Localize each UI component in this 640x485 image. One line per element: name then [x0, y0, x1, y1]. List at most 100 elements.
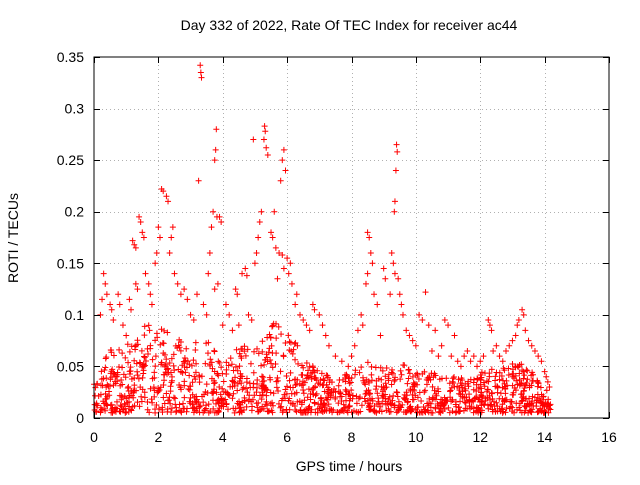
data-point-dense: [411, 380, 418, 387]
data-point: [219, 322, 226, 329]
data-point-dense: [300, 381, 307, 388]
data-point: [171, 270, 178, 277]
data-point: [245, 311, 252, 318]
data-point: [279, 157, 286, 164]
data-point: [282, 167, 289, 174]
data-point-dense: [246, 396, 253, 403]
data-point-dense: [470, 409, 477, 416]
data-point: [390, 260, 397, 267]
data-point-dense: [265, 349, 272, 356]
data-point-dense: [388, 369, 395, 376]
data-point-dense: [234, 380, 241, 387]
data-point-dense: [320, 375, 327, 382]
data-point: [253, 249, 260, 256]
data-point: [208, 224, 215, 231]
data-point-dense: [223, 359, 230, 366]
data-point-dense: [315, 401, 322, 408]
data-point-dense: [538, 391, 545, 398]
data-point-dense: [286, 377, 293, 384]
data-point-dense: [429, 383, 436, 390]
data-point-dense: [192, 376, 199, 383]
y-axis-label: ROTI / TECUs: [5, 193, 21, 283]
data-point-dense: [324, 396, 331, 403]
data-point-dense: [192, 339, 199, 346]
data-point-dense: [379, 392, 386, 399]
data-point-dense: [163, 390, 170, 397]
data-point: [139, 229, 146, 236]
data-point-dense: [273, 335, 280, 342]
data-point-dense: [183, 345, 190, 352]
data-point-dense: [499, 384, 506, 391]
data-point: [148, 301, 155, 308]
data-point: [153, 249, 160, 256]
data-point-dense: [283, 406, 290, 413]
data-point-dense: [148, 396, 155, 403]
data-point-dense: [118, 403, 125, 410]
data-point-dense: [387, 400, 394, 407]
data-point-dense: [254, 345, 261, 352]
data-point-dense: [126, 348, 133, 355]
data-point-dense: [361, 395, 368, 402]
data-point: [103, 291, 110, 298]
data-point-dense: [300, 386, 307, 393]
data-point-dense: [489, 390, 496, 397]
data-point-dense: [337, 389, 344, 396]
data-point-dense: [138, 398, 145, 405]
data-point-dense: [378, 383, 385, 390]
data-point-dense: [407, 387, 414, 394]
data-point-dense: [199, 393, 206, 400]
data-point: [177, 291, 184, 298]
data-point-dense: [161, 351, 168, 358]
data-point-dense: [105, 382, 112, 389]
data-point: [261, 123, 268, 130]
data-point-dense: [297, 406, 304, 413]
data-point-dense: [324, 372, 331, 379]
data-point-dense: [322, 403, 329, 410]
data-point: [137, 219, 144, 226]
data-point-dense: [449, 408, 456, 415]
data-point-dense: [251, 348, 258, 355]
data-point: [272, 244, 279, 251]
data-point: [226, 311, 233, 318]
data-point-dense: [367, 390, 374, 397]
data-point-dense: [412, 392, 419, 399]
data-point: [416, 311, 423, 318]
data-point-dense: [371, 403, 378, 410]
data-point-dense: [167, 388, 174, 395]
data-point-dense: [125, 359, 132, 366]
data-point-dense: [131, 382, 138, 389]
data-point-dense: [98, 376, 105, 383]
x-tick-label: 6: [283, 429, 291, 445]
data-point-dense: [181, 405, 188, 412]
data-point-dense: [163, 356, 170, 363]
data-point-dense: [108, 401, 115, 408]
data-point-dense: [108, 368, 115, 375]
data-point-dense: [346, 402, 353, 409]
data-point-dense: [452, 409, 459, 416]
data-point-dense: [142, 362, 149, 369]
data-point: [210, 208, 217, 215]
data-point: [212, 146, 219, 153]
data-point-dense: [328, 379, 335, 386]
data-point-dense: [92, 384, 99, 391]
data-point-dense: [144, 345, 151, 352]
x-tick-label: 8: [348, 429, 356, 445]
data-point-dense: [127, 406, 134, 413]
data-point-dense: [170, 362, 177, 369]
data-point-dense: [466, 391, 473, 398]
data-point-dense: [278, 403, 285, 410]
data-point-dense: [181, 354, 188, 361]
data-point-dense: [229, 395, 236, 402]
data-point-dense: [220, 378, 227, 385]
data-point: [512, 332, 519, 339]
data-point: [136, 213, 143, 220]
data-point: [123, 332, 130, 339]
data-point-dense: [505, 365, 512, 372]
data-point-dense: [509, 404, 516, 411]
data-point: [496, 353, 503, 360]
y-tick-label: 0: [76, 410, 84, 426]
data-point-dense: [301, 397, 308, 404]
data-point: [292, 301, 299, 308]
data-point-dense: [242, 352, 249, 359]
data-point-dense: [278, 397, 285, 404]
